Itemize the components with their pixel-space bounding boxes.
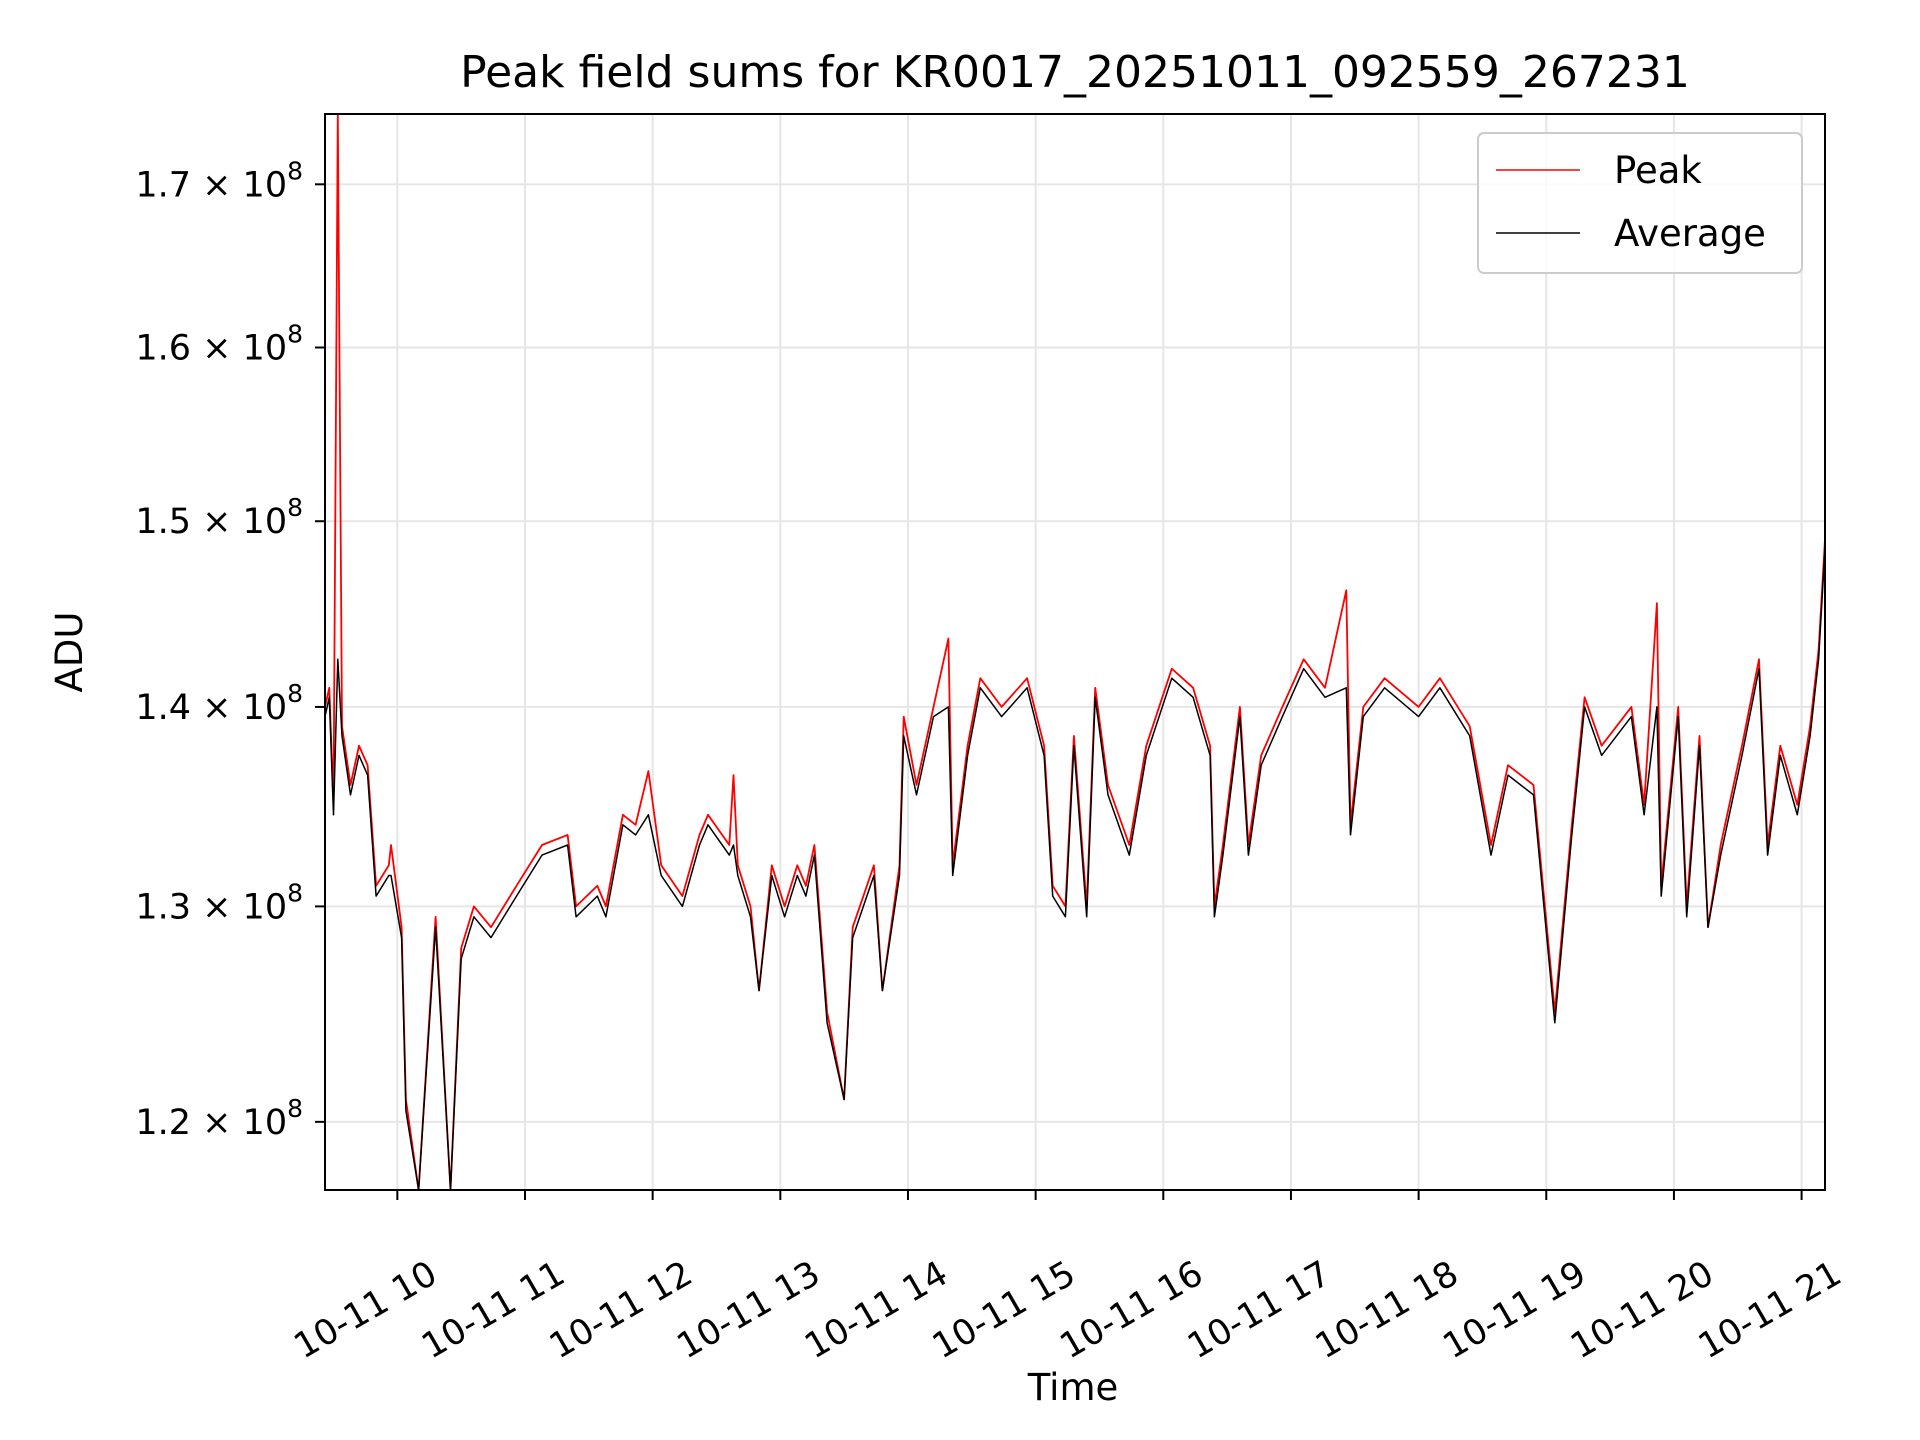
chart-title: Peak field sums for KR0017_20251011_0925… <box>460 47 1690 98</box>
legend-label-peak: Peak <box>1614 149 1702 192</box>
series-line-peak <box>325 114 1825 1190</box>
legend: Peak Average <box>1477 132 1803 274</box>
y-tick-label: 1.7 × 108 <box>135 156 303 205</box>
legend-label-average: Average <box>1614 212 1766 255</box>
legend-box <box>1477 132 1803 274</box>
x-axis-label: Time <box>1027 1366 1119 1409</box>
y-tick-label: 1.6 × 108 <box>135 320 303 369</box>
plot-frame <box>324 113 1826 1191</box>
y-tick-label: 1.4 × 108 <box>135 679 303 728</box>
y-axis-ticks: 1.2 × 108 1.3 × 108 1.4 × 108 1.5 × 108 1.6 … <box>135 156 325 1143</box>
series-line-average <box>325 548 1825 1190</box>
grid-lines <box>325 114 1825 1190</box>
y-tick-label: 1.5 × 108 <box>135 493 303 542</box>
y-tick-label: 1.3 × 108 <box>135 878 303 927</box>
series-lines <box>325 114 1825 1190</box>
y-axis-label: ADU <box>48 612 91 693</box>
y-tick-label: 1.2 × 108 <box>135 1094 303 1143</box>
